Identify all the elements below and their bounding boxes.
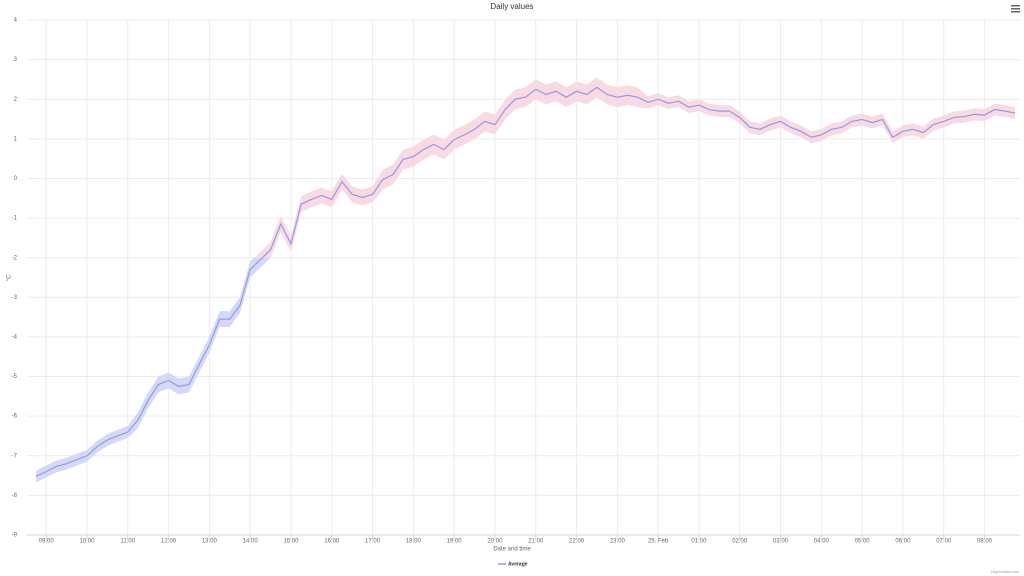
line <box>35 86 1016 477</box>
range-area <box>35 257 271 483</box>
x-tick-label: 08:00 <box>977 539 993 545</box>
menu-bar <box>1011 5 1020 7</box>
x-tick-label: 25. Feb <box>648 539 669 545</box>
y-axis-title: °C <box>7 274 13 281</box>
credits[interactable]: Highcharts.com <box>991 569 1019 574</box>
y-tick-label: -5 <box>12 374 18 380</box>
x-tick-label: 09:00 <box>39 539 55 545</box>
range-area <box>254 77 1016 258</box>
x-tick-label: 16:00 <box>324 539 340 545</box>
x-tick-label: 11:00 <box>120 539 135 545</box>
x-tick-label: 21:00 <box>528 539 544 545</box>
x-tick-label: 23:00 <box>610 539 626 545</box>
x-tick-label: 14:00 <box>243 539 259 545</box>
y-tick-label: 1 <box>14 136 18 142</box>
x-tick-label: 03:00 <box>773 539 789 545</box>
x-tick-label: 10:00 <box>79 539 95 545</box>
x-tick-label: 12:00 <box>161 539 177 545</box>
x-tick-label: 01:00 <box>691 539 707 545</box>
y-tick-label: 2 <box>14 97 18 103</box>
menu-button[interactable] <box>1011 5 1020 13</box>
x-tick-label: 19:00 <box>447 539 463 545</box>
x-axis-title: Date and time <box>493 547 531 553</box>
legend-item[interactable]: Average <box>498 561 528 567</box>
x-tick-label: 05:00 <box>855 539 871 545</box>
x-tick-label: 07:00 <box>936 539 952 545</box>
y-tick-label: -6 <box>12 414 18 420</box>
x-tick-label: 22:00 <box>569 539 585 545</box>
x-tick-label: 20:00 <box>487 539 503 545</box>
x-tick-label: 06:00 <box>895 539 911 545</box>
y-tick-label: -8 <box>12 493 18 499</box>
menu-bar <box>1011 8 1020 10</box>
y-tick-label: 0 <box>14 176 18 182</box>
y-tick-label: -9 <box>12 533 18 539</box>
chart-title: Daily values <box>490 2 533 11</box>
x-tick-label: 04:00 <box>814 539 830 545</box>
x-tick-label: 02:00 <box>732 539 748 545</box>
y-tick-label: -1 <box>12 216 18 222</box>
y-tick-label: -2 <box>12 255 18 261</box>
menu-bar <box>1011 11 1020 13</box>
y-tick-label: 4 <box>14 18 18 24</box>
y-tick-label: -4 <box>12 335 18 341</box>
y-tick-label: -7 <box>12 453 18 459</box>
x-tick-label: 13:00 <box>202 539 218 545</box>
y-tick-label: -3 <box>12 295 18 301</box>
legend-label: Average <box>508 561 528 567</box>
x-tick-label: 18:00 <box>406 539 422 545</box>
x-tick-label: 15:00 <box>283 539 299 545</box>
y-tick-label: 3 <box>14 57 18 63</box>
x-tick-label: 17:00 <box>365 539 381 545</box>
